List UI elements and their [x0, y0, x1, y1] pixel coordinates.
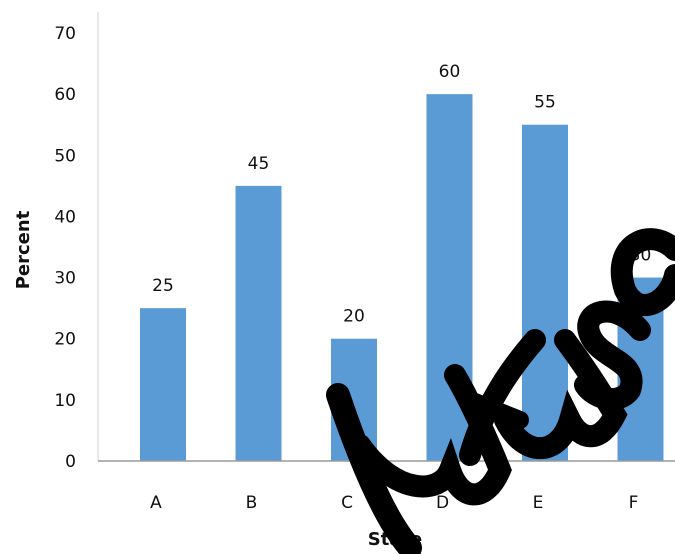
data-label-e: 55	[534, 93, 556, 113]
x-tick-label-f: F	[629, 493, 639, 513]
x-tick-label-e: E	[533, 493, 544, 513]
y-tick-label: 60	[54, 85, 76, 105]
x-tick-label-a: A	[150, 493, 162, 513]
y-tick-label: 10	[54, 391, 76, 411]
bar-e	[522, 124, 568, 461]
data-label-a: 25	[152, 276, 174, 296]
y-tick-label: 40	[54, 207, 76, 227]
x-tick-label-d: D	[436, 493, 449, 513]
bars	[140, 94, 664, 462]
y-tick-label: 70	[54, 24, 76, 44]
data-label-d: 60	[439, 62, 461, 82]
bar-a	[140, 308, 186, 461]
watermark	[326, 228, 675, 554]
y-tick-label: 0	[65, 452, 76, 472]
x-tick-label-b: B	[246, 493, 258, 513]
data-label-c: 20	[343, 307, 365, 327]
y-axis-title: Percent	[13, 210, 34, 289]
y-tick-label: 30	[54, 269, 76, 289]
y-tick-label: 50	[54, 146, 76, 166]
y-tick-label: 20	[54, 330, 76, 350]
data-label-b: 45	[248, 154, 270, 174]
bar-b	[235, 185, 282, 461]
y-tick-labels: 0 10 20 30 40 50 60 70	[54, 24, 76, 472]
x-tick-label-c: C	[341, 493, 353, 513]
x-tick-labels: A B C D E F	[150, 493, 638, 513]
